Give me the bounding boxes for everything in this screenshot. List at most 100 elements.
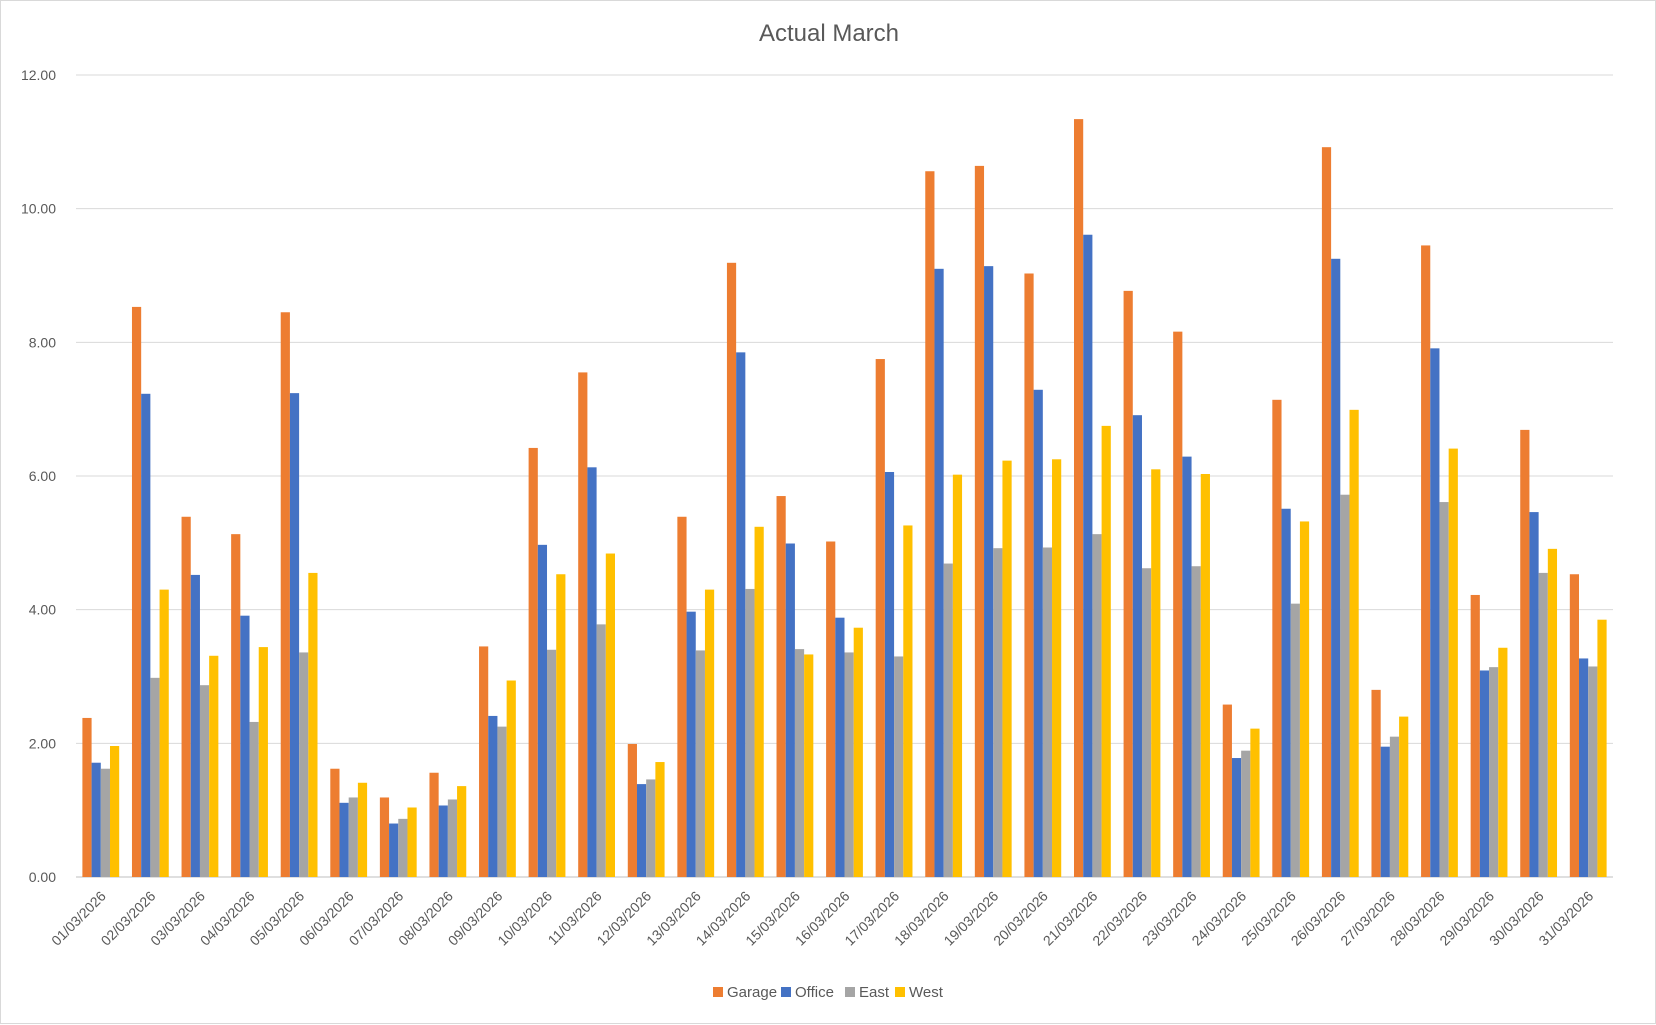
bar-garage [974,165,985,878]
bar-east [1191,566,1201,877]
bar-office [1231,758,1242,877]
bar-garage [379,797,390,877]
bar-west [506,680,516,877]
bar-west [655,762,665,877]
bar-west [258,647,268,877]
bar-east [1141,568,1152,877]
bar-west [605,553,615,877]
bar-office [1083,234,1093,877]
bar-garage [776,496,786,877]
bar-office [289,393,300,877]
bar-office [1033,389,1043,877]
bar-garage [1024,273,1034,877]
bar-east [547,649,557,877]
bar-west [1151,469,1161,877]
bar-west [1299,521,1310,877]
bar-garage [1421,245,1431,878]
bar-west [159,589,169,877]
y-tick-label: 0.00 [29,869,56,885]
bar-east [794,649,805,877]
bar-west [457,786,467,877]
bar-garage [528,447,538,877]
bar-west [1200,473,1210,877]
bar-west [556,574,566,877]
bar-office [1529,512,1539,877]
bar-office [537,544,548,877]
x-tick-label: 31/03/2026 [1535,888,1596,949]
legend-swatch-west [895,987,905,997]
bar-office [141,393,151,877]
legend: Garage Office East West [713,984,944,1001]
bar-office [1132,415,1142,877]
y-tick-label: 8.00 [29,334,56,350]
bar-west [109,746,120,877]
bar-office [339,802,349,877]
bar-west [1399,716,1409,877]
bar-east [1489,667,1499,877]
bar-east [1241,750,1251,877]
bar-office [736,352,746,877]
bar-office [1380,746,1390,877]
bar-west [754,526,764,877]
bar-east [1588,666,1598,877]
bar-east [1092,534,1102,877]
bar-office [934,268,944,878]
bar-east [497,726,507,877]
bar-office [1430,348,1440,877]
bar-west [1250,728,1260,877]
bar-east [844,652,854,877]
bar-east [249,721,259,877]
bar-garage [181,516,191,877]
bar-garage [677,516,687,877]
bar-garage [231,534,241,877]
bar-garage [627,744,637,877]
bar-west [407,807,417,877]
bar-west [1498,647,1508,877]
bar-garage [1123,290,1133,877]
bar-office [587,467,597,877]
bar-office [785,543,795,877]
bar-east [943,563,953,877]
bar-east [695,650,705,877]
bar-garage [280,312,290,878]
bar-garage [726,262,737,878]
bar-office [1579,658,1589,877]
bar-office [1331,258,1341,878]
bar-garage [1222,704,1232,877]
legend-swatch-office [781,987,791,997]
legend-swatch-east [845,987,855,997]
legend-swatch-garage [713,987,723,997]
bar-garage [578,372,588,877]
bar-garage [1321,147,1332,877]
chart-title: Actual March [759,20,899,47]
bar-garage [1520,429,1530,877]
bar-east [150,677,160,877]
bar-east [1389,736,1400,877]
y-tick-label: 4.00 [29,602,56,618]
bar-east [745,588,755,877]
bar-west [952,474,963,877]
bar-west [853,627,863,877]
bar-office [488,715,498,877]
bar-west [357,782,368,877]
y-tick-label: 10.00 [21,201,56,217]
bar-west [1547,548,1558,877]
y-axis-ticks: 0.00 2.00 4.00 6.00 8.00 10.00 12.00 [21,67,56,885]
bar-garage [875,359,885,878]
bar-office [240,615,250,877]
bar-garage [131,306,142,878]
bar-east [646,779,656,877]
bar-west [1448,448,1458,877]
bar-garage [429,772,439,877]
bar-garage [1173,331,1183,877]
bar-office [1182,456,1192,877]
bar-east [299,652,309,877]
bar-east [993,548,1003,877]
bar-east [398,818,408,877]
legend-label-east: East [859,984,890,1001]
y-tick-label: 12.00 [21,67,56,83]
bar-east [1538,572,1548,877]
bar-office [1479,670,1490,877]
bar-west [308,572,318,877]
